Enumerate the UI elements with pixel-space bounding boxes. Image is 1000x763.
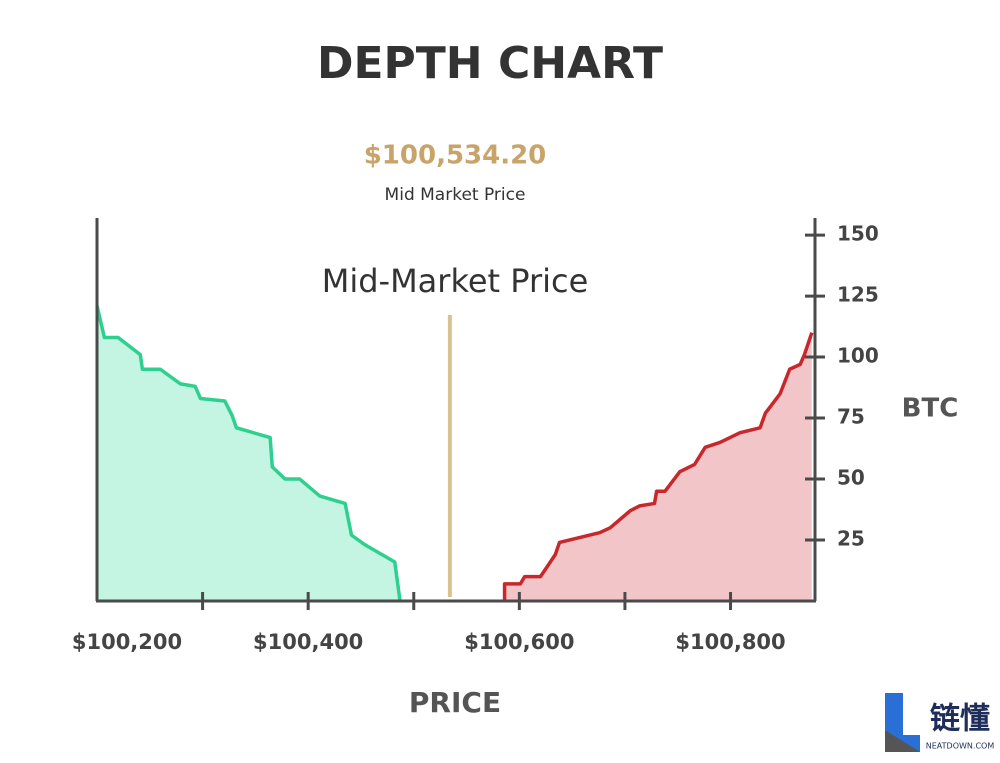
chart-title: DEPTH CHART <box>317 38 663 89</box>
mid-price-caption: Mid Market Price <box>385 185 526 205</box>
logo: 链懂 NEATDOWN.COM <box>885 693 994 752</box>
y-tick-label: 150 <box>837 222 879 246</box>
y-tick-label: 50 <box>837 466 865 490</box>
x-tick-label: $100,600 <box>464 630 574 654</box>
bid-area <box>97 305 401 601</box>
bid-line <box>95 305 402 602</box>
mid-price-value: $100,534.20 <box>364 141 547 171</box>
x-tick-label: $100,800 <box>675 630 785 654</box>
y-tick-label: 100 <box>837 344 879 368</box>
x-axis-label: PRICE <box>409 686 501 719</box>
y-tick-label: 25 <box>837 527 865 551</box>
ask-line <box>502 332 814 601</box>
logo-shadow <box>885 730 920 752</box>
y-axis-label: BTC <box>902 394 959 424</box>
logo-subtext: NEATDOWN.COM <box>926 742 995 751</box>
ask-area <box>504 332 812 601</box>
y-tick-label: 125 <box>837 283 879 307</box>
x-tick-label: $100,400 <box>253 630 363 654</box>
x-tick-label: $100,200 <box>72 630 182 654</box>
y-tick-label: 75 <box>837 405 865 429</box>
logo-text: 链懂 <box>930 702 990 737</box>
annotation: Mid-Market Price <box>322 262 589 300</box>
